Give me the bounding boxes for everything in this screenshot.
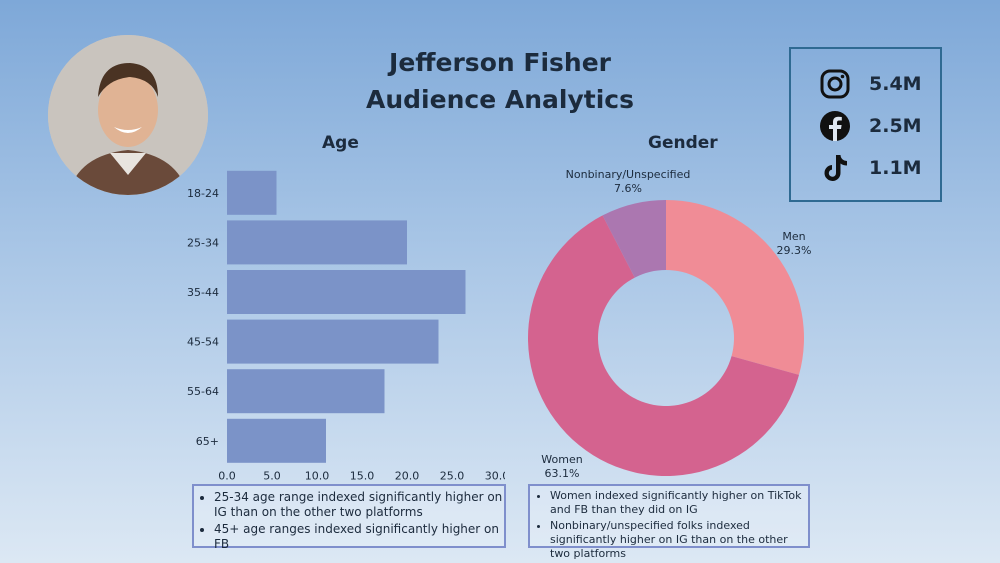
portrait-image — [48, 35, 208, 195]
avatar — [48, 35, 208, 195]
gender-slice-value: 29.3% — [777, 244, 812, 257]
stat-row-tiktok: 1.1M — [819, 151, 922, 185]
age-note-2: 45+ age ranges indexed significantly hig… — [214, 522, 504, 552]
stat-row-instagram: 5.4M — [819, 67, 922, 101]
gender-chart-title: Gender — [648, 133, 718, 153]
age-category-label: 18-24 — [187, 187, 219, 200]
gender-slice-nonbinary-unspecified — [602, 200, 666, 278]
age-notes-box: 25-34 age range indexed significantly hi… — [192, 484, 506, 551]
age-bar-65+ — [227, 418, 326, 463]
gender-notes-box: Women indexed significantly higher on Ti… — [528, 484, 810, 560]
age-category-label: 25-34 — [187, 236, 219, 249]
age-category-label: 55-64 — [187, 385, 219, 398]
gender-slice-label: Women — [541, 453, 582, 466]
gender-slice-women — [528, 215, 799, 476]
gender-note-1: Women indexed significantly higher on Ti… — [550, 489, 808, 517]
gender-slice-value: 7.6% — [614, 182, 642, 195]
age-x-tick-label: 30.0 — [485, 470, 505, 480]
facebook-icon — [820, 111, 850, 141]
gender-slice-men — [666, 200, 804, 375]
age-bar-chart: 18-24 25-34 35-44 45-54 55-64 65+ 0.0 5.0 10.0 15… — [187, 170, 505, 480]
title-line-name: Jefferson Fisher — [389, 48, 611, 77]
tiktok-followers: 1.1M — [869, 157, 922, 179]
age-x-tick-label: 5.0 — [263, 470, 281, 480]
age-category-label: 65+ — [196, 435, 219, 448]
instagram-icon — [820, 69, 850, 99]
age-note-1: 25-34 age range indexed significantly hi… — [214, 490, 504, 520]
page-title: Jefferson Fisher Audience Analytics — [300, 44, 700, 118]
age-bar-55-64 — [227, 369, 385, 414]
gender-slice-value: 63.1% — [545, 467, 580, 480]
stat-row-facebook: 2.5M — [819, 109, 922, 143]
age-category-label: 35-44 — [187, 286, 219, 299]
gender-slice-label: Nonbinary/Unspecified — [566, 168, 691, 181]
age-x-tick-label: 0.0 — [218, 470, 236, 480]
facebook-followers: 2.5M — [869, 115, 922, 137]
gender-note-2: Nonbinary/unspecified folks indexed sign… — [550, 519, 808, 561]
age-bar-25-34 — [227, 220, 407, 265]
instagram-followers: 5.4M — [869, 73, 922, 95]
age-bar-45-54 — [227, 319, 439, 364]
tiktok-icon — [824, 155, 847, 181]
age-x-tick-label: 10.0 — [305, 470, 330, 480]
gender-slice-label: Men — [782, 230, 805, 243]
age-bar-35-44 — [227, 270, 466, 314]
age-x-tick-label: 20.0 — [395, 470, 420, 480]
age-x-tick-label: 15.0 — [350, 470, 375, 480]
platform-stats-box: 5.4M 2.5M 1.1M — [789, 47, 942, 202]
title-line-subtitle: Audience Analytics — [366, 85, 634, 114]
age-category-label: 45-54 — [187, 336, 219, 349]
age-x-tick-label: 25.0 — [440, 470, 465, 480]
age-chart-title: Age — [322, 133, 359, 153]
age-bar-18-24 — [227, 170, 277, 215]
